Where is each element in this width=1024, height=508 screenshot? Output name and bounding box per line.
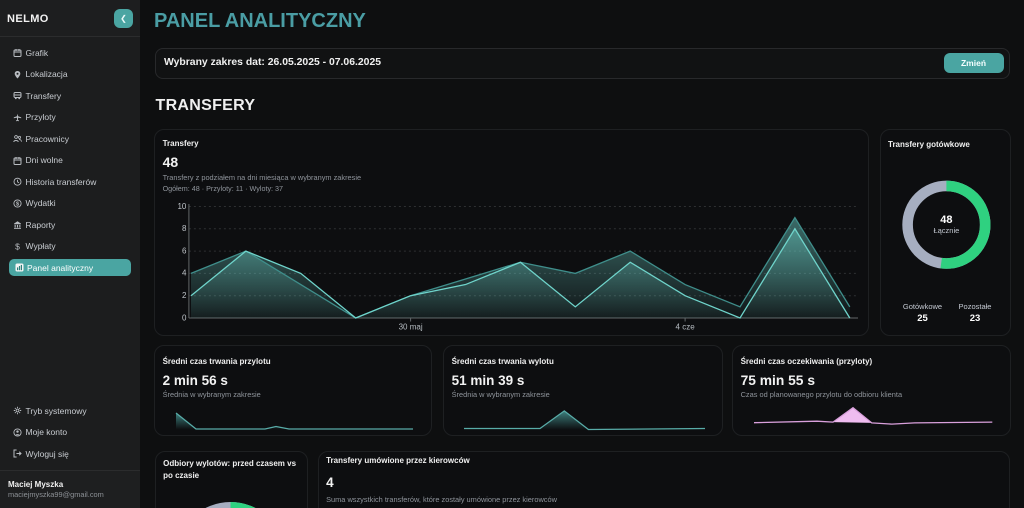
svg-text:2: 2 [182,291,187,300]
svg-text:4 cze: 4 cze [676,323,696,332]
svg-text:8: 8 [182,224,187,233]
svg-text:$: $ [16,201,19,207]
svg-text:$: $ [15,242,20,251]
svg-text:30 maj: 30 maj [399,323,423,332]
svg-text:4: 4 [182,269,187,278]
svg-text:6: 6 [182,246,187,255]
svg-text:48: 48 [940,214,952,226]
svg-text:Łącznie: Łącznie [933,226,959,235]
svg-text:0: 0 [182,313,187,322]
svg-text:10: 10 [177,202,186,211]
